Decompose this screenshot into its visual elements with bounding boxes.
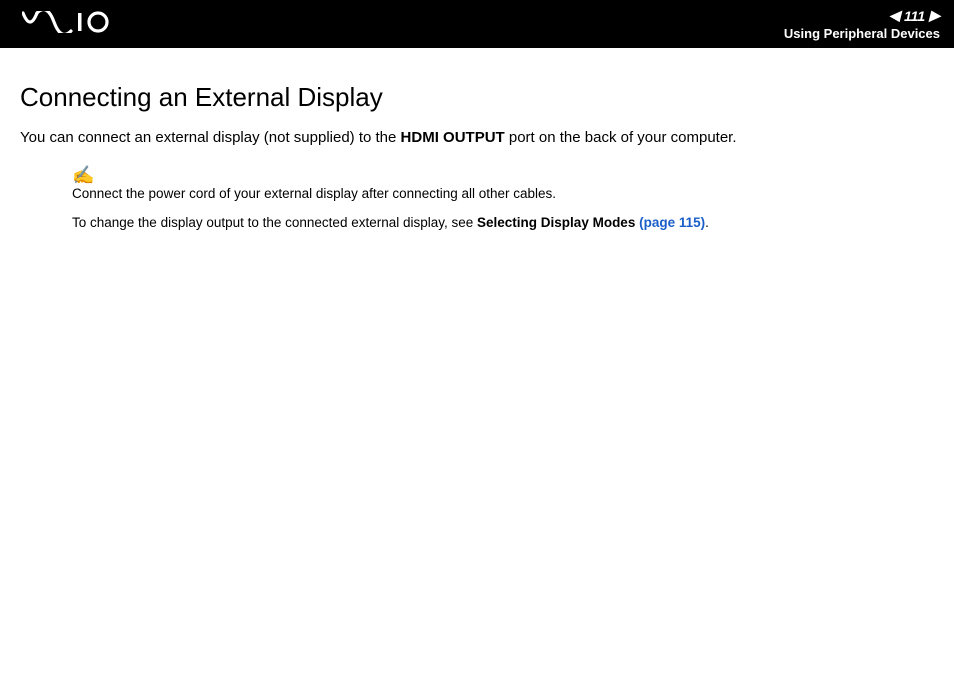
nav-next-icon[interactable]: ▶ xyxy=(929,7,940,24)
vaio-logo xyxy=(22,11,112,38)
ref-text: To change the display output to the conn… xyxy=(72,215,934,230)
note-text: Connect the power cord of your external … xyxy=(72,186,934,201)
intro-prefix: You can connect an external display (not… xyxy=(20,129,401,146)
nav-prev-icon[interactable]: ◀ xyxy=(889,7,900,24)
intro-paragraph: You can connect an external display (not… xyxy=(20,127,934,148)
header-right: ◀ 111 ▶ Using Peripheral Devices xyxy=(784,7,940,41)
header-bar: ◀ 111 ▶ Using Peripheral Devices xyxy=(0,0,954,48)
intro-suffix: port on the back of your computer. xyxy=(505,129,737,146)
note-icon: ✍ xyxy=(72,166,934,184)
ref-link[interactable]: (page 115) xyxy=(639,215,705,230)
ref-prefix: To change the display output to the conn… xyxy=(72,215,477,230)
content-area: Connecting an External Display You can c… xyxy=(0,48,954,250)
page-number: 111 xyxy=(904,8,925,24)
section-label: Using Peripheral Devices xyxy=(784,26,940,41)
ref-bold: Selecting Display Modes xyxy=(477,215,639,230)
page-title: Connecting an External Display xyxy=(20,82,934,113)
note-block: ✍ Connect the power cord of your externa… xyxy=(72,166,934,230)
ref-suffix: . xyxy=(705,215,709,230)
page-nav: ◀ 111 ▶ xyxy=(889,7,940,24)
intro-bold: HDMI OUTPUT xyxy=(401,129,505,146)
